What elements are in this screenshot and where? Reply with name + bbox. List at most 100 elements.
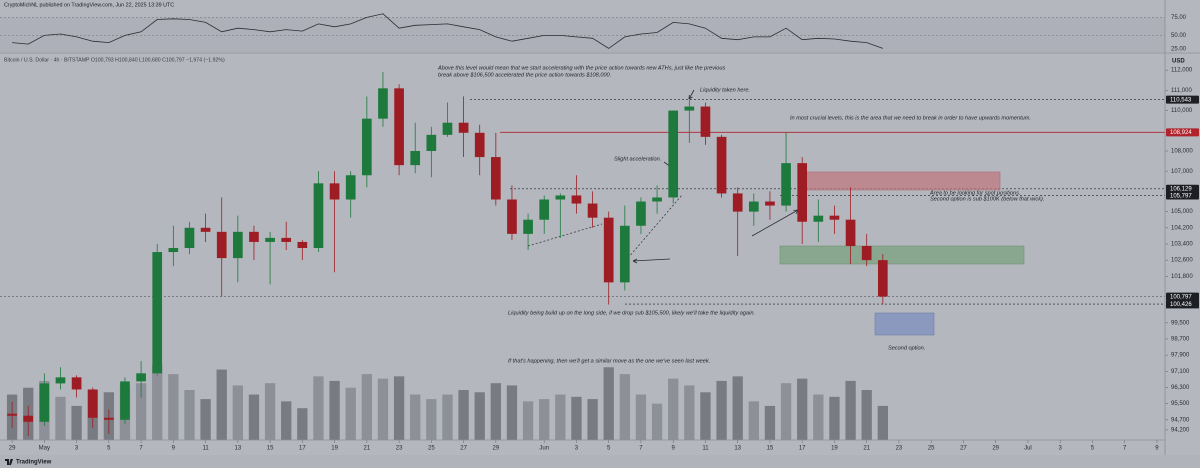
y-tick-label: 107,000 (1171, 169, 1193, 175)
candle-body (490, 157, 501, 200)
volume-bar (539, 399, 550, 440)
volume-bar (135, 383, 147, 440)
volume-bar (297, 408, 308, 440)
x-tick-label: 25 (928, 446, 935, 452)
x-tick-label: 17 (299, 446, 306, 452)
x-tick-label: 17 (799, 446, 806, 452)
volume-bar (748, 401, 759, 440)
volume-bar (780, 383, 792, 440)
x-tick-label: 13 (734, 446, 741, 452)
volume-bar (506, 385, 518, 440)
candle-body (152, 252, 163, 374)
candle-body (200, 227, 211, 232)
candle-body (394, 88, 404, 166)
rsi-band (0, 17, 1165, 52)
volume-bar (168, 374, 179, 440)
price-label-box (1166, 300, 1199, 309)
x-tick-label: 29 (492, 446, 499, 452)
candle-body (732, 193, 743, 212)
volume-bar (361, 374, 372, 440)
x-tick-label: 7 (139, 446, 143, 452)
candle-body (716, 136, 727, 194)
candle-body (426, 134, 437, 151)
candle-body (474, 132, 485, 158)
candle-body (748, 201, 759, 212)
candle-body (458, 122, 469, 133)
annotation: Second option is sub $100K (below that w… (930, 196, 1044, 202)
volume-bar (152, 365, 163, 440)
candle-body (329, 183, 340, 200)
arrow-head (632, 258, 638, 264)
x-tick-label: 19 (831, 446, 838, 452)
volume-bar (813, 394, 824, 440)
candle-body (313, 183, 324, 249)
volume-bar (555, 394, 566, 440)
candle-body (442, 122, 453, 135)
x-tick-label: 15 (767, 446, 774, 452)
symbol-line: Bitcoin / U.S. Dollar · 4h · BITSTAMP O1… (4, 57, 225, 63)
candle-body (861, 245, 872, 261)
volume-bar (248, 394, 260, 440)
candle-body (652, 197, 662, 202)
volume-bar (216, 369, 227, 440)
volume-bar (490, 383, 501, 440)
y-tick-label: 102,600 (1171, 258, 1193, 264)
x-tick-label: 11 (202, 446, 209, 452)
volume-bar (877, 405, 888, 440)
volume-bar (442, 394, 453, 440)
candle-body (684, 106, 695, 111)
x-tick-label: 15 (267, 446, 274, 452)
annotation: Slight acceleration. (614, 156, 661, 162)
y-tick-label: 99,500 (1171, 320, 1190, 326)
volume-bar (587, 399, 598, 440)
x-tick-label: 29 (992, 446, 999, 452)
price-label: 105,797 (1170, 193, 1192, 199)
volume-bar (716, 380, 727, 440)
candle-body (877, 260, 888, 297)
candle-body (603, 217, 614, 283)
price-label-box (1166, 128, 1199, 137)
volume-bar (184, 390, 195, 440)
volume-bar (571, 396, 582, 440)
price-label: 106,129 (1170, 187, 1192, 193)
y-tick-label: 98,700 (1171, 337, 1190, 343)
candle-body (410, 150, 421, 166)
volume-bar (651, 403, 663, 440)
y-tick-label: 111,000 (1171, 88, 1192, 94)
candle-body (184, 227, 195, 249)
x-tick-label: 23 (896, 446, 903, 452)
y-tick-label: 112,000 (1171, 68, 1193, 74)
x-tick-label: 27 (960, 446, 967, 452)
annotation: In most crucial levels, this is the area… (790, 115, 1031, 121)
volume-bar (684, 385, 695, 440)
candle-body (87, 389, 98, 418)
y-tick-label: 97,900 (1171, 353, 1190, 359)
annotation: break above $106,500 accelerated the pri… (438, 72, 611, 78)
candle-body (168, 248, 179, 253)
x-tick-label: 25 (428, 446, 435, 452)
candle-body (700, 106, 711, 137)
y-tick-label: 101,800 (1171, 274, 1193, 280)
x-tick-label: 7 (1123, 446, 1127, 452)
y-tick-label: 110,000 (1171, 108, 1193, 114)
candle-body (39, 383, 50, 422)
candle-body (587, 203, 598, 218)
volume-bar (313, 376, 324, 440)
volume-bar (55, 396, 66, 440)
x-tick-label: 11 (702, 446, 709, 452)
candle-body (233, 231, 243, 259)
price-label: 108,924 (1170, 130, 1192, 136)
y-tick-label: 104,200 (1171, 225, 1193, 231)
rsi-tick-label: 50.00 (1171, 33, 1187, 39)
x-tick-label: 5 (1091, 446, 1095, 452)
volume-bar (700, 392, 711, 440)
candle-body (281, 237, 292, 242)
volume-bar (829, 396, 840, 440)
rsi-tick-label: 75.00 (1171, 15, 1187, 21)
volume-bar (200, 399, 211, 440)
annotation: Above this level would mean that we star… (437, 65, 725, 71)
brand-logo (5, 459, 13, 465)
candle-body (523, 219, 533, 234)
volume-bar (635, 394, 647, 440)
